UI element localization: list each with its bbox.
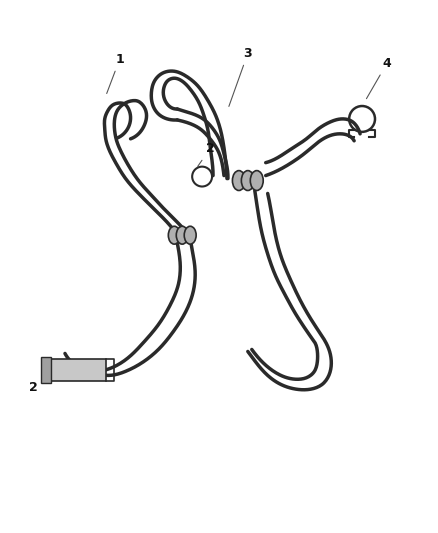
- Ellipse shape: [250, 171, 263, 190]
- FancyBboxPatch shape: [41, 358, 51, 383]
- Text: 1: 1: [107, 53, 124, 93]
- Ellipse shape: [241, 171, 254, 190]
- Text: 4: 4: [367, 57, 391, 99]
- FancyBboxPatch shape: [51, 359, 106, 381]
- Ellipse shape: [168, 226, 180, 244]
- Text: 2: 2: [29, 371, 59, 394]
- Ellipse shape: [176, 226, 188, 244]
- Text: 2: 2: [198, 142, 215, 166]
- Text: 3: 3: [229, 47, 252, 107]
- Ellipse shape: [233, 171, 245, 190]
- Ellipse shape: [184, 226, 196, 244]
